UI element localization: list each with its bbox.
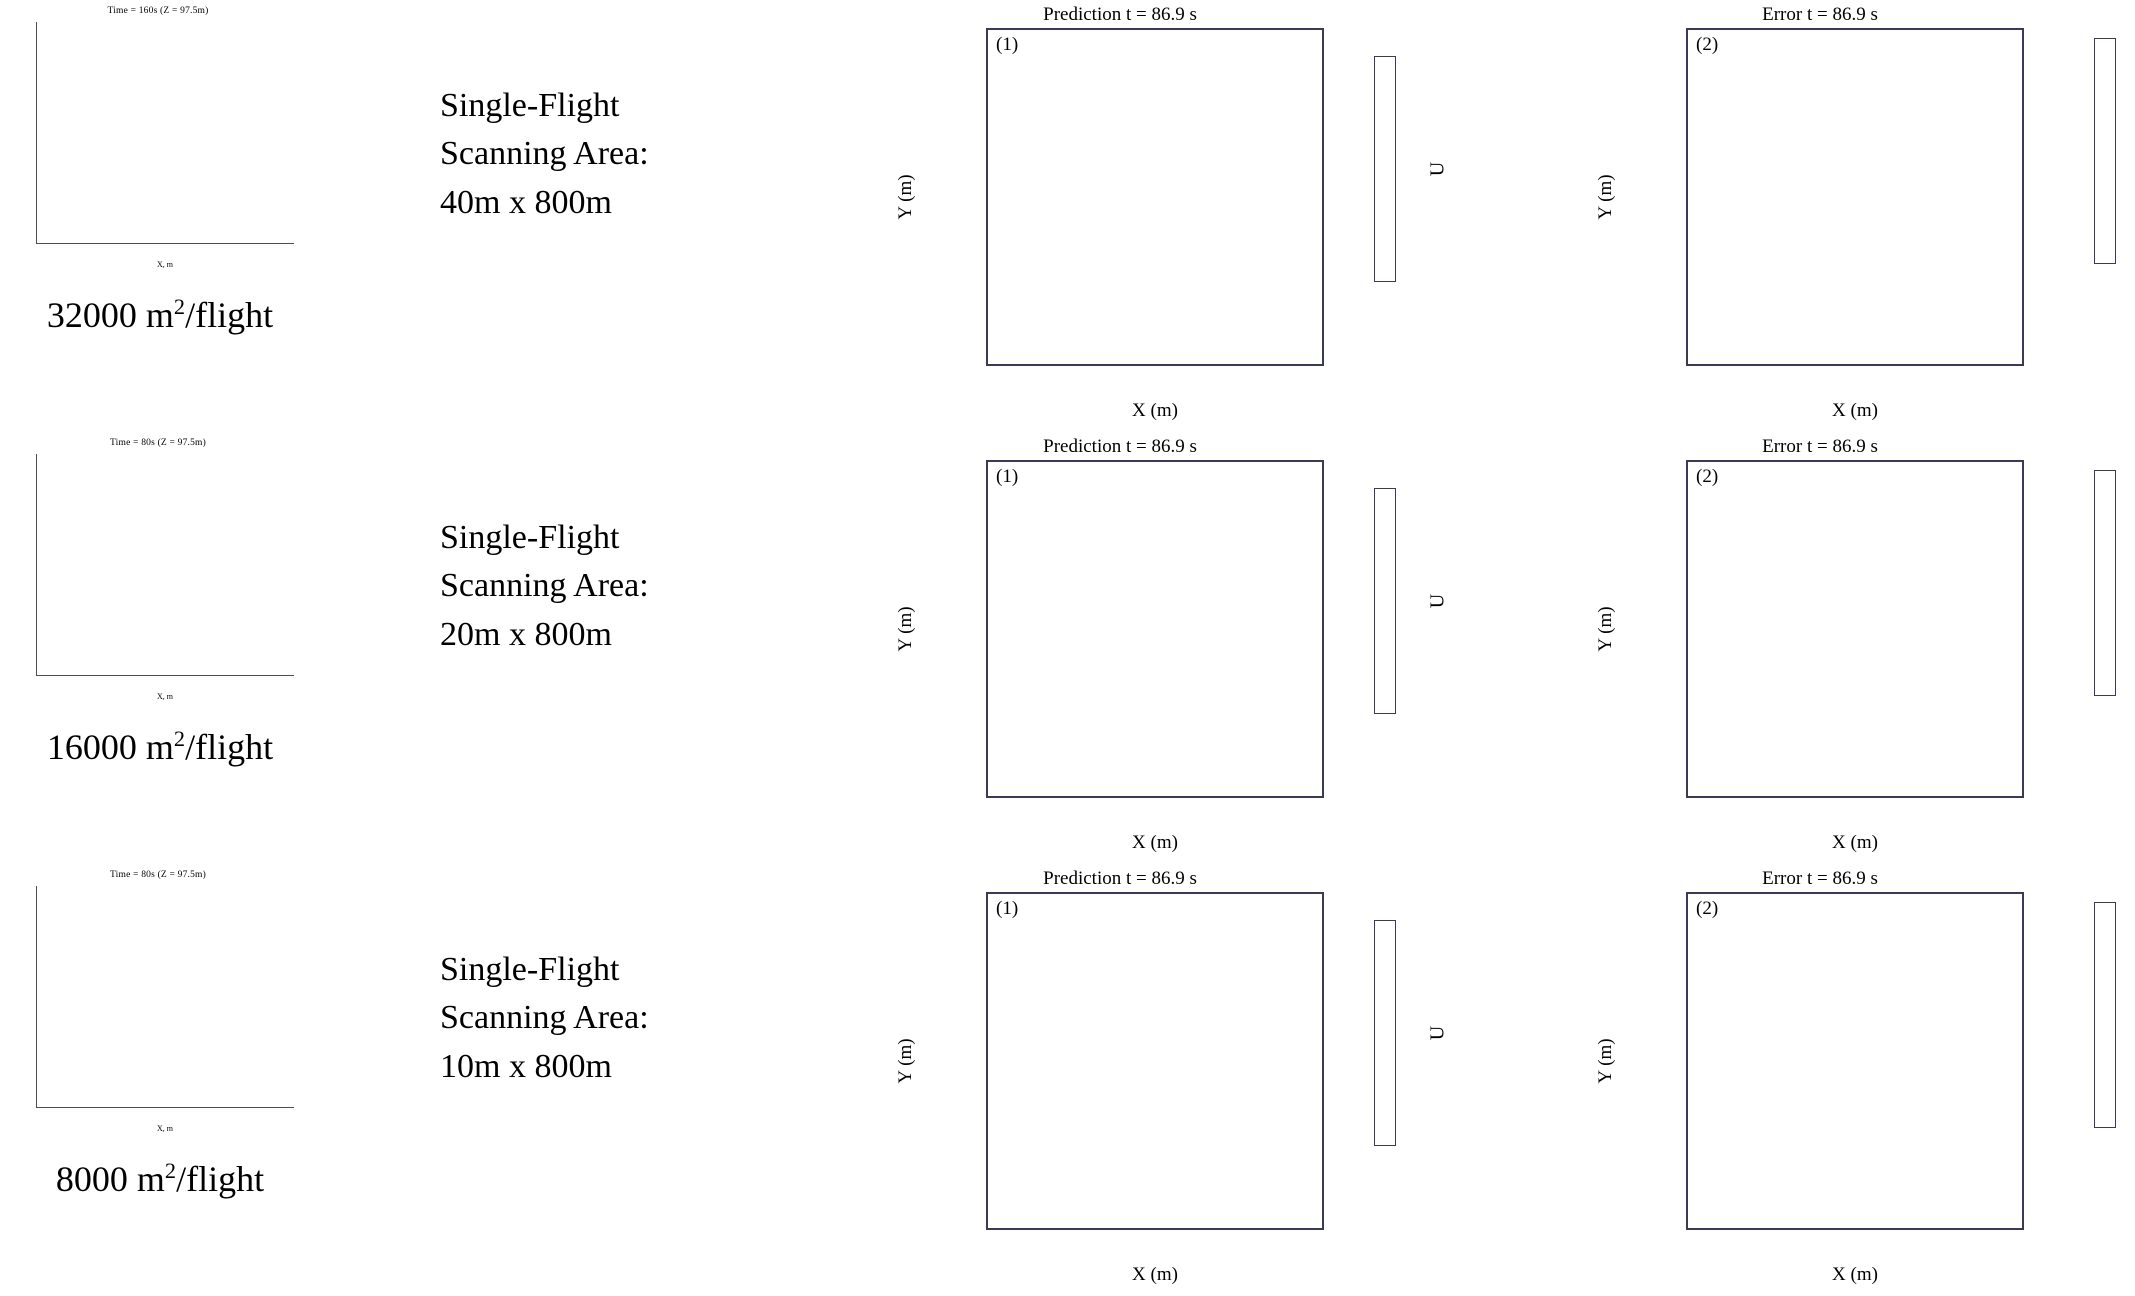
error-heatmap	[1688, 30, 2022, 364]
prediction-ylabel: Y (m)	[895, 1038, 916, 1084]
trajectory-plot: Time = 80s (Z = 97.5m) X, m	[8, 868, 308, 1168]
prediction-title: Prediction t = 86.9 s	[1043, 868, 1197, 889]
throughput-caption: 8000 m2/flight	[0, 1158, 320, 1199]
throughput-caption: 32000 m2/flight	[0, 294, 320, 335]
throughput-value: 16000 m	[46, 727, 174, 767]
prediction-title: Prediction t = 86.9 s	[1043, 4, 1197, 25]
prediction-panel-tag: (1)	[996, 466, 1019, 487]
desc-line-3: 20m x 800m	[440, 615, 612, 653]
scan-area-description: Single-Flight Scanning Area: 10m x 800m	[440, 946, 770, 1091]
error-heatmap	[1688, 462, 2022, 796]
throughput-unit: /flight	[176, 1159, 265, 1199]
prediction-xlabel: X (m)	[1132, 400, 1178, 421]
desc-line-1: Single-Flight	[440, 951, 620, 988]
prediction-ylabel: Y (m)	[895, 606, 916, 652]
prediction-colorbar	[1374, 920, 1396, 1146]
trajectory-axes	[36, 454, 294, 676]
prediction-colorbar-label: U	[1426, 161, 1449, 177]
error-panel-tag: (2)	[1696, 466, 1719, 487]
prediction-field-box: (1)	[986, 28, 1324, 366]
error-panel: Error t = 86.9 s (2) Y (m) X (m) ΔU	[1595, 436, 2116, 856]
error-colorbar	[2094, 470, 2116, 696]
prediction-heatmap	[988, 894, 1322, 1228]
prediction-panel: Prediction t = 86.9 s (1) Y (m) X (m) U	[895, 4, 1449, 424]
prediction-ylabel: Y (m)	[895, 174, 916, 220]
error-title: Error t = 86.9 s	[1762, 4, 1878, 25]
prediction-colorbar-label: U	[1426, 1025, 1449, 1041]
throughput-superscript: 2	[164, 1158, 177, 1183]
error-ylabel: Y (m)	[1595, 1038, 1616, 1084]
trajectory-plot: Time = 160s (Z = 97.5m) X, m	[8, 4, 308, 304]
prediction-colorbar-label: U	[1426, 593, 1449, 609]
prediction-colorbar	[1374, 56, 1396, 282]
prediction-panel-tag: (1)	[996, 898, 1019, 919]
trajectory-xlabel: X, m	[157, 1124, 173, 1133]
scan-area-description: Single-Flight Scanning Area: 20m x 800m	[440, 514, 770, 659]
trajectory-title: Time = 80s (Z = 97.5m)	[109, 438, 207, 448]
desc-line-2: Scanning Area:	[440, 999, 649, 1037]
error-ylabel: Y (m)	[1595, 606, 1616, 652]
scan-area-description: Single-Flight Scanning Area: 40m x 800m	[440, 82, 770, 227]
prediction-heatmap	[988, 462, 1322, 796]
throughput-superscript: 2	[173, 294, 186, 319]
trajectory-axes	[36, 886, 294, 1108]
error-panel-tag: (2)	[1696, 34, 1719, 55]
throughput-caption: 16000 m2/flight	[0, 726, 320, 767]
trajectory-title: Time = 80s (Z = 97.5m)	[109, 870, 207, 880]
error-ylabel: Y (m)	[1595, 174, 1616, 220]
error-field-box: (2)	[1686, 460, 2024, 798]
error-panel: Error t = 86.9 s (2) Y (m) X (m) ΔU	[1595, 868, 2116, 1288]
error-colorbar	[2094, 38, 2116, 264]
prediction-xlabel: X (m)	[1132, 832, 1178, 853]
desc-line-1: Single-Flight	[440, 87, 620, 124]
trajectory-title: Time = 160s (Z = 97.5m)	[107, 6, 209, 16]
figure-row: Time = 80s (Z = 97.5m) X, m 8000 m2/flig…	[0, 864, 2135, 1296]
throughput-value: 32000 m	[46, 295, 174, 335]
trajectory-plot: Time = 80s (Z = 97.5m) X, m	[8, 436, 308, 736]
error-title: Error t = 86.9 s	[1762, 868, 1878, 889]
error-field-box: (2)	[1686, 28, 2024, 366]
desc-line-2: Scanning Area:	[440, 135, 649, 173]
error-xlabel: X (m)	[1832, 832, 1878, 853]
prediction-colorbar	[1374, 488, 1396, 714]
error-xlabel: X (m)	[1832, 400, 1878, 421]
error-xlabel: X (m)	[1832, 1264, 1878, 1285]
prediction-field-box: (1)	[986, 460, 1324, 798]
trajectory-xlabel: X, m	[157, 692, 173, 701]
desc-line-3: 10m x 800m	[440, 1047, 612, 1085]
error-field-box: (2)	[1686, 892, 2024, 1230]
desc-line-2: Scanning Area:	[440, 567, 649, 605]
error-panel-tag: (2)	[1696, 898, 1719, 919]
error-title: Error t = 86.9 s	[1762, 436, 1878, 457]
desc-line-1: Single-Flight	[440, 519, 620, 556]
figure-row: Time = 160s (Z = 97.5m) X, m 32000 m2/fl…	[0, 0, 2135, 432]
prediction-panel: Prediction t = 86.9 s (1) Y (m) X (m) U	[895, 436, 1449, 856]
prediction-panel-tag: (1)	[996, 34, 1019, 55]
prediction-title: Prediction t = 86.9 s	[1043, 436, 1197, 457]
throughput-superscript: 2	[173, 726, 186, 751]
figure-row: Time = 80s (Z = 97.5m) X, m 16000 m2/fli…	[0, 432, 2135, 864]
prediction-field-box: (1)	[986, 892, 1324, 1230]
throughput-unit: /flight	[185, 727, 274, 767]
prediction-xlabel: X (m)	[1132, 1264, 1178, 1285]
throughput-value: 8000 m	[55, 1159, 165, 1199]
desc-line-3: 40m x 800m	[440, 183, 612, 221]
error-colorbar	[2094, 902, 2116, 1128]
trajectory-axes	[36, 22, 294, 244]
error-heatmap	[1688, 894, 2022, 1228]
throughput-unit: /flight	[185, 295, 274, 335]
trajectory-xlabel: X, m	[157, 260, 173, 269]
prediction-panel: Prediction t = 86.9 s (1) Y (m) X (m) U	[895, 868, 1449, 1288]
prediction-heatmap	[988, 30, 1322, 364]
error-panel: Error t = 86.9 s (2) Y (m) X (m) ΔU	[1595, 4, 2116, 424]
